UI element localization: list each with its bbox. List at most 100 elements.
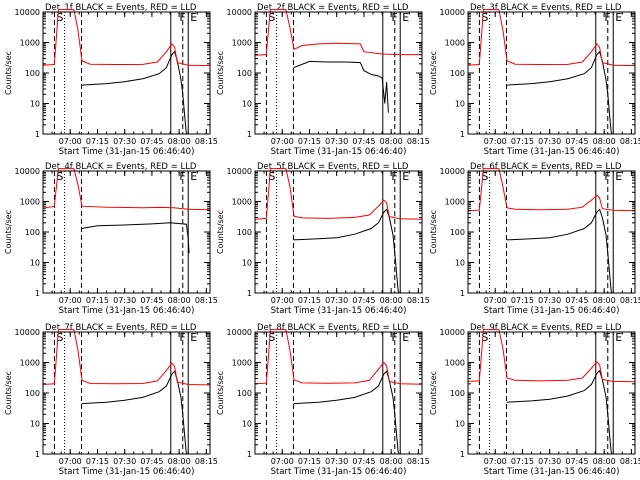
series-line-lld (468, 168, 635, 212)
marker-label-S: S (481, 11, 488, 24)
series-line-lld (255, 329, 422, 385)
y-tick-label: 100 (25, 389, 40, 398)
x-tick-label: 07:00 (484, 137, 507, 146)
x-tick-label: 08:00 (380, 457, 403, 466)
series-line-events (293, 370, 399, 454)
x-tick-label: 07:30 (538, 296, 561, 305)
panel-title: Det_8f BLACK = Events, RED = LLD (257, 323, 409, 333)
y-tick-label: 10 (455, 259, 465, 268)
y-axis-title: Counts/sec (429, 371, 438, 415)
y-axis-title: Counts/sec (216, 371, 225, 415)
x-tick-label: 08:15 (407, 457, 430, 466)
y-tick-label: 10 (242, 259, 252, 268)
x-tick-label: 07:15 (511, 457, 534, 466)
y-tick-label: 100 (25, 69, 40, 78)
y-axis-title: Counts/sec (4, 371, 13, 415)
marker-label-F: F (391, 331, 397, 344)
x-axis-title: Start Time (31-Jan-15 06:46:40) (484, 467, 620, 477)
y-tick-label: 1 (460, 450, 465, 459)
x-tick-label: 08:15 (620, 457, 640, 466)
marker-label-S: S (481, 331, 488, 344)
marker-label-S: S (56, 170, 63, 183)
y-tick-label: 1 (35, 130, 40, 139)
x-tick-label: 07:30 (113, 296, 136, 305)
x-tick-label: 07:30 (325, 457, 348, 466)
x-tick-label: 08:00 (593, 296, 616, 305)
x-axis-title: Start Time (31-Jan-15 06:46:40) (484, 306, 620, 316)
y-tick-label: 10000 (440, 167, 465, 176)
x-axis-title: Start Time (31-Jan-15 06:46:40) (59, 306, 195, 316)
y-tick-label: 1000 (20, 198, 40, 207)
series-line-events (293, 208, 399, 293)
marker-label-F: F (179, 11, 185, 24)
x-tick-label: 08:00 (380, 137, 403, 146)
x-tick-label: 08:00 (168, 296, 191, 305)
x-tick-label: 07:15 (86, 296, 109, 305)
y-tick-label: 1 (247, 450, 252, 459)
y-tick-label: 10000 (227, 8, 252, 17)
x-axis-title: Start Time (31-Jan-15 06:46:40) (484, 147, 620, 157)
series-line-lld (255, 9, 422, 56)
y-tick-label: 10000 (15, 328, 40, 337)
x-tick-label: 07:00 (271, 137, 294, 146)
event-lines (478, 12, 614, 134)
x-tick-label: 07:30 (325, 137, 348, 146)
panel-title: Det_3f BLACK = Events, RED = LLD (470, 3, 622, 13)
x-tick-label: 08:00 (593, 457, 616, 466)
y-tick-label: 10000 (440, 8, 465, 17)
x-tick-label: 08:15 (195, 457, 218, 466)
x-tick-label: 07:30 (325, 296, 348, 305)
series-line-events (81, 50, 187, 134)
event-lines (265, 332, 401, 454)
x-tick-label: 07:30 (113, 137, 136, 146)
y-tick-label: 10000 (227, 167, 252, 176)
y-tick-label: 100 (450, 389, 465, 398)
event-lines (265, 171, 401, 293)
marker-label-S: S (56, 331, 63, 344)
marker-label-E: E (615, 331, 622, 344)
x-tick-label: 07:15 (511, 137, 534, 146)
series-line-events (81, 222, 190, 254)
y-tick-label: 1000 (445, 39, 465, 48)
y-tick-label: 1 (35, 450, 40, 459)
y-axis-title: Counts/sec (429, 51, 438, 95)
panel-title: Det_6f BLACK = Events, RED = LLD (470, 162, 622, 172)
marker-label-F: F (604, 331, 610, 344)
y-axis-title: Counts/sec (4, 51, 13, 95)
series-line-lld (468, 9, 635, 67)
series-line-events (293, 60, 389, 113)
x-tick-label: 08:00 (168, 137, 191, 146)
series-line-lld (468, 329, 635, 383)
marker-label-S: S (56, 11, 63, 24)
marker-label-F: F (179, 331, 185, 344)
y-tick-label: 1000 (445, 359, 465, 368)
y-tick-label: 100 (237, 69, 252, 78)
series-line-events (506, 369, 612, 454)
y-tick-label: 10 (242, 100, 252, 109)
event-lines (53, 12, 189, 134)
y-tick-label: 1000 (20, 359, 40, 368)
x-tick-label: 08:00 (168, 457, 191, 466)
x-tick-label: 07:45 (140, 137, 163, 146)
y-tick-label: 10 (455, 420, 465, 429)
x-tick-label: 07:15 (86, 457, 109, 466)
x-tick-label: 07:30 (538, 457, 561, 466)
marker-label-E: E (402, 170, 409, 183)
series-line-events (506, 208, 612, 293)
x-tick-label: 08:15 (195, 296, 218, 305)
marker-label-F: F (604, 11, 610, 24)
y-tick-label: 1000 (232, 198, 252, 207)
y-tick-label: 1 (247, 289, 252, 298)
x-tick-label: 08:00 (593, 137, 616, 146)
marker-label-E: E (402, 11, 409, 24)
x-tick-label: 07:30 (538, 137, 561, 146)
y-tick-label: 10000 (15, 167, 40, 176)
x-axis-title: Start Time (31-Jan-15 06:46:40) (59, 147, 195, 157)
series-line-events (81, 370, 187, 454)
marker-label-E: E (615, 11, 622, 24)
x-tick-label: 07:15 (298, 457, 321, 466)
